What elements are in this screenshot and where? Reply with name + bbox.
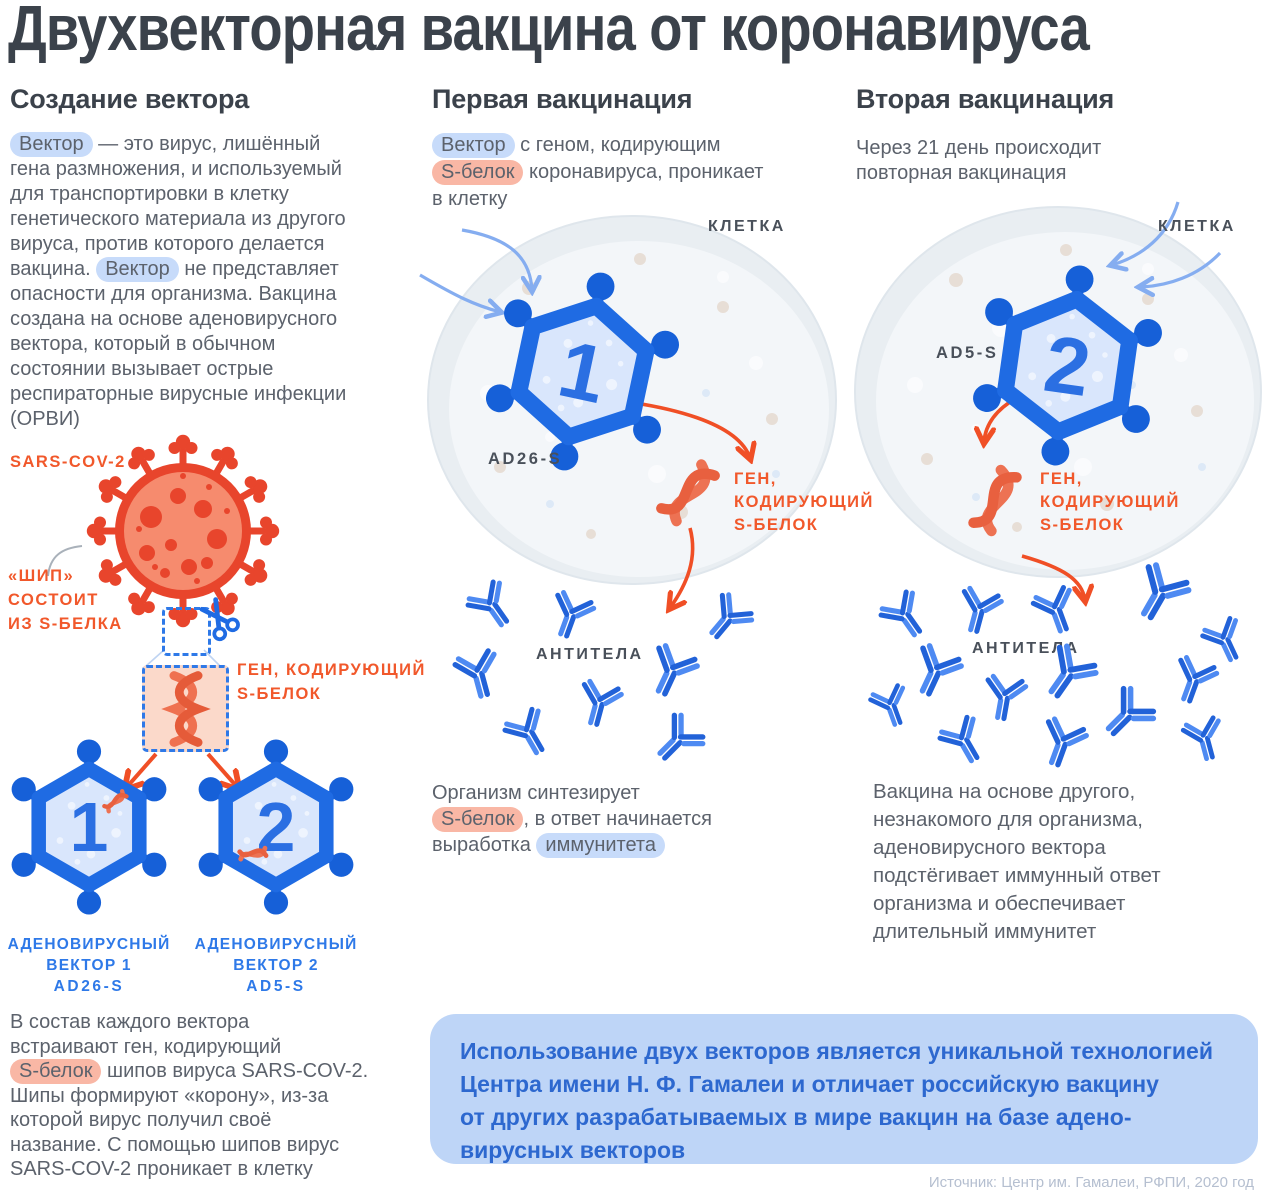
antibodies-label: АНТИТЕЛА xyxy=(536,646,644,663)
intro-text-col1: Вектор — это вирус, лишённый гена размно… xyxy=(10,132,347,430)
gene-note-label-col3: ГЕН, КОДИРУЮЩИЙ S-БЕЛОК xyxy=(1040,470,1180,534)
antibody-icon xyxy=(1195,609,1252,666)
antibody-icon xyxy=(1097,679,1163,745)
antibody-icon xyxy=(446,639,509,702)
vector-2-caption: АДЕНОВИРУСНЫЙ ВЕКТОР 2 AD5-S xyxy=(194,936,358,995)
intro-text-col3: Через 21 день происходит повторная вакци… xyxy=(856,137,1102,184)
svg-text:1: 1 xyxy=(70,788,109,866)
gene-note-label-col1: ГЕН, КОДИРУЮЩИЙ S-БЕЛОК xyxy=(237,661,426,703)
highlight-pill: иммунитета xyxy=(536,833,665,858)
outro-text-col2: Организм синтезирует S-белок, в ответ на… xyxy=(432,782,712,858)
antibody-icon xyxy=(863,676,917,730)
antibody-icon xyxy=(1036,636,1105,705)
vector-2-hexagon-icon: 2 xyxy=(965,263,1170,468)
highlight-pill: Вектор xyxy=(96,257,179,282)
intro-text-col2: Вектор с геном, кодирующим S-белок корон… xyxy=(432,133,764,210)
antibody-icon xyxy=(542,582,602,642)
gene-box xyxy=(142,665,229,752)
dna-helix-icon xyxy=(157,670,215,748)
antibody-icon xyxy=(975,664,1035,724)
ad26s-label: AD26-S xyxy=(488,450,563,468)
virus-name-label: SARS-COV-2 xyxy=(10,453,126,471)
info-box-text: Использование двух векторов является уни… xyxy=(460,1038,1213,1163)
cell-label: КЛЕТКА xyxy=(708,218,786,235)
antibody-icon xyxy=(700,586,760,646)
sars-cov2-virus-icon xyxy=(83,431,283,631)
antibody-icon xyxy=(1025,577,1085,637)
info-box: Использование двух векторов является уни… xyxy=(430,1014,1258,1164)
scissors-icon xyxy=(196,596,242,642)
antibody-icon xyxy=(873,583,933,643)
antibody-icon xyxy=(904,635,970,701)
highlight-pill: S-белок xyxy=(432,807,524,832)
antibody-icon xyxy=(570,670,630,730)
highlight-pill: S-белок xyxy=(432,160,524,185)
antibody-icon xyxy=(950,577,1010,637)
section-heading-create-vector: Создание вектора xyxy=(10,84,250,114)
spike-zoom-box xyxy=(162,607,211,656)
antibodies-label: АНТИТЕЛА xyxy=(972,640,1080,657)
ad5s-label: AD5-S xyxy=(936,344,999,362)
highlight-pill: Вектор xyxy=(10,132,93,157)
vector-1-hexagon-icon: 1 xyxy=(480,269,685,474)
highlight-pill: S-белок xyxy=(10,1059,102,1084)
antibody-icon xyxy=(1165,647,1225,707)
gene-squiggle-icon xyxy=(635,438,741,546)
adenovirus-vector-1-icon: 1 xyxy=(0,738,178,916)
antibody-icon xyxy=(640,635,706,701)
antibody-icon xyxy=(1126,554,1198,626)
antibody-icon xyxy=(1175,707,1232,764)
vector-1-caption: АДЕНОВИРУСНЫЙ ВЕКТОР 1 AD26-S xyxy=(7,936,171,995)
highlight-pill: Вектор xyxy=(432,133,515,158)
adenovirus-vector-2-icon: 2 xyxy=(187,738,365,916)
cell-label: КЛЕТКА xyxy=(1158,218,1236,235)
spike-note-label: «ШИП» СОСТОИТ ИЗ S-БЕЛКА xyxy=(8,567,123,633)
gene-note-label-col2: ГЕН, КОДИРУЮЩИЙ S-БЕЛОК xyxy=(734,470,874,534)
antibody-icon xyxy=(649,706,712,769)
section-heading-first-vaccination: Первая вакцинация xyxy=(432,84,693,114)
outro-text-col3: Вакцина на основе другого, незнакомого д… xyxy=(873,780,1161,943)
antibody-icon xyxy=(932,708,992,768)
antibody-icon xyxy=(497,700,557,760)
section-heading-second-vaccination: Вторая вакцинация xyxy=(856,84,1115,114)
gene-squiggle-icon xyxy=(946,448,1043,553)
page-title: Двухвекторная вакцина от коронавируса xyxy=(8,0,1090,64)
source-note: Источник: Центр им. Гамалеи, РФПИ, 2020 … xyxy=(928,1174,1254,1191)
antibody-icon xyxy=(1032,708,1095,771)
antibody-icon xyxy=(460,573,520,633)
outro-text-col1: В состав каждого вектора встраивают ген,… xyxy=(10,1011,369,1180)
